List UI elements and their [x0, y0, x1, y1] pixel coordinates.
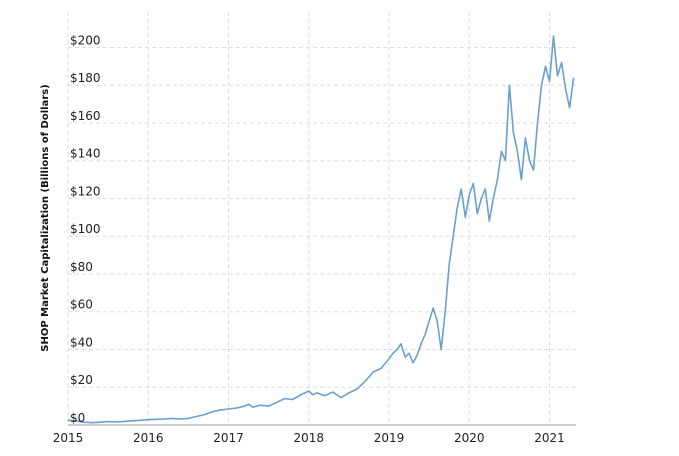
x-tick-label: 2021 — [534, 431, 565, 445]
series-line — [67, 35, 575, 424]
series-layer — [67, 35, 575, 424]
y-tick-label: $100 — [70, 222, 101, 236]
y-tick-label: $0 — [70, 411, 85, 425]
x-tick-label: 2015 — [53, 431, 84, 445]
y-axis-title: SHOP Market Capitalization (Billions of … — [40, 84, 51, 352]
y-tick-label: $160 — [70, 109, 101, 123]
x-tick-labels: 2015 2016 2017 2018 2019 2020 2021 — [53, 431, 565, 445]
y-tick-label: $120 — [70, 184, 101, 198]
y-tick-label: $200 — [70, 33, 101, 47]
y-tick-label: $80 — [70, 260, 93, 274]
y-tick-label: $40 — [70, 335, 93, 349]
gridlines — [67, 12, 576, 426]
x-tick-label: 2020 — [454, 431, 485, 445]
y-tick-label: $180 — [70, 71, 101, 85]
x-tick-label: 2018 — [293, 431, 324, 445]
y-tick-label: $60 — [70, 298, 93, 312]
y-tick-label: $140 — [70, 147, 101, 161]
x-tick-label: 2016 — [133, 431, 164, 445]
x-tick-label: 2019 — [374, 431, 405, 445]
y-tick-labels: $0 $20 $40 $60 $80 $100 $120 $140 $160 $180 $200 — [70, 33, 101, 425]
x-tick-label: 2017 — [213, 431, 244, 445]
y-tick-label: $20 — [70, 373, 93, 387]
